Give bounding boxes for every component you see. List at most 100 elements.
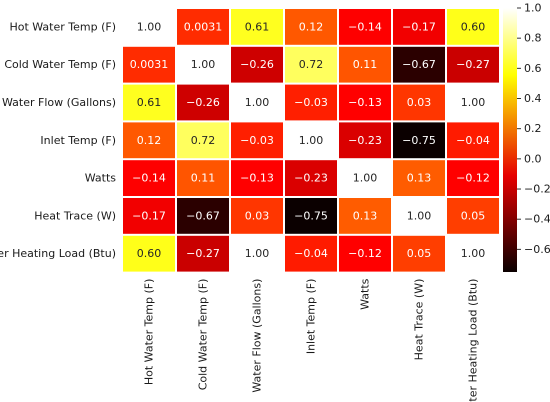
cell-value-label: 0.61 (245, 20, 270, 33)
heatmap-cell (393, 122, 445, 159)
row-label: Water Flow (Gallons) (2, 96, 116, 109)
cell-value-label: −0.13 (240, 172, 274, 185)
cell-value-label: −0.13 (348, 96, 382, 109)
cell-value-label: 1.00 (245, 96, 270, 109)
column-label: Hot Water Temp (F) (143, 279, 156, 386)
heatmap-cell (177, 235, 229, 272)
colorbar-ticks: 1.0 0.8 0.6 0.4 0.2 0.0 −0.2 −0.4 −0.6 (517, 2, 550, 256)
colorbar-tick-label: 1.0 (524, 2, 542, 15)
heatmap-cell (447, 198, 499, 234)
cell-value-label: −0.67 (186, 209, 220, 222)
cell-value-label: −0.75 (402, 134, 436, 147)
cell-value-label: 1.00 (191, 58, 216, 71)
row-label: Heat Trace (W) (34, 209, 116, 222)
row-label: Watts (85, 172, 117, 185)
cell-value-label: 0.11 (191, 172, 216, 185)
cell-value-label: 0.03 (407, 96, 432, 109)
cell-value-label: −0.04 (456, 134, 490, 147)
cell-value-label: 0.13 (353, 209, 378, 222)
colorbar-tick-label: −0.6 (524, 243, 550, 256)
heatmap-cell (231, 160, 283, 196)
heatmap-cell (447, 46, 499, 83)
cell-value-label: 1.00 (353, 172, 378, 185)
heatmap-cell (393, 160, 445, 196)
cell-value-label: −0.23 (294, 172, 328, 185)
heatmap-cell (231, 9, 283, 45)
row-label: Inlet Temp (F) (40, 134, 116, 147)
heatmap-cell (177, 160, 229, 196)
heatmap-cell (123, 46, 175, 83)
cell-value-label: −0.12 (348, 247, 382, 260)
colorbar-tick-label: 0.4 (524, 92, 542, 105)
heatmap-cell (285, 46, 337, 83)
column-label: Cold Water Temp (F) (197, 279, 210, 391)
cell-value-label: 1.00 (137, 20, 162, 33)
heatmap-cell (393, 46, 445, 83)
cell-value-label: −0.03 (294, 96, 328, 109)
column-label: Inlet Temp (F) (305, 279, 318, 355)
cell-value-label: 0.11 (353, 58, 378, 71)
heatmap-cell (447, 9, 499, 45)
colorbar-tick-label: 0.6 (524, 62, 542, 75)
cell-value-label: 0.60 (461, 20, 486, 33)
heatmap-cell (177, 9, 229, 45)
heatmap-cell (393, 235, 445, 272)
heatmap-cell (339, 235, 391, 272)
column-label: Water Flow (Gallons) (251, 279, 264, 393)
heatmap-cell (231, 46, 283, 83)
heatmap-cell (231, 235, 283, 272)
heatmap-cell (339, 160, 391, 196)
cell-value-label: −0.27 (456, 58, 490, 71)
heatmap-cell (339, 84, 391, 121)
cell-value-label: −0.17 (132, 209, 166, 222)
heatmap-cell (285, 84, 337, 121)
cell-value-label: −0.27 (186, 247, 220, 260)
row-label: Hot Water Temp (F) (9, 20, 116, 33)
heatmap-cells: 1.00 0.0031 0.61 0.12 −0.14 −0.17 0.60 0.0031 1.… (123, 9, 499, 272)
row-label: Cold Water Temp (F) (4, 58, 116, 71)
heatmap-cell (339, 46, 391, 83)
heatmap-cell (393, 9, 445, 45)
heatmap-cell (123, 198, 175, 234)
heatmap-cell (447, 160, 499, 196)
heatmap-cell (231, 122, 283, 159)
colorbar-tick-label: 0.0 (524, 152, 542, 165)
cell-value-label: 0.61 (137, 96, 162, 109)
cell-value-label: 1.00 (461, 247, 486, 260)
colorbar-gradient (503, 8, 517, 272)
cell-value-label: −0.67 (402, 58, 436, 71)
heatmap-cell (285, 122, 337, 159)
heatmap-cell (123, 160, 175, 196)
column-label: Heat Trace (W) (413, 279, 426, 361)
cell-value-label: −0.26 (240, 58, 274, 71)
colorbar (503, 8, 517, 272)
heatmap-cell (447, 84, 499, 121)
heatmap-cell (123, 84, 175, 121)
cell-value-label: 0.13 (407, 172, 432, 185)
cell-value-label: −0.26 (186, 96, 220, 109)
column-labels: Hot Water Temp (F) Cold Water Temp (F) Wat… (143, 278, 480, 402)
row-label: Water Heating Load (Btu) (0, 247, 116, 260)
heatmap-cell (177, 198, 229, 234)
heatmap-cell (285, 198, 337, 234)
colorbar-tick-label: −0.4 (524, 213, 550, 226)
heatmap-cell (447, 122, 499, 159)
heatmap-cell (177, 46, 229, 83)
heatmap-cell (231, 198, 283, 234)
heatmap-cell (339, 9, 391, 45)
cell-value-label: −0.03 (240, 134, 274, 147)
cell-value-label: 0.05 (407, 247, 432, 260)
cell-value-label: 0.12 (137, 134, 162, 147)
cell-value-label: 0.60 (137, 247, 162, 260)
cell-value-label: 1.00 (461, 96, 486, 109)
heatmap-cell (123, 235, 175, 272)
heatmap-cell (231, 84, 283, 121)
heatmap-cell (285, 235, 337, 272)
cell-value-label: −0.75 (294, 209, 328, 222)
cell-value-label: 1.00 (299, 134, 324, 147)
cell-value-label: −0.17 (402, 20, 436, 33)
cell-value-label: 1.00 (407, 209, 432, 222)
heatmap-cell (177, 84, 229, 121)
colorbar-tick-label: −0.2 (524, 183, 550, 196)
